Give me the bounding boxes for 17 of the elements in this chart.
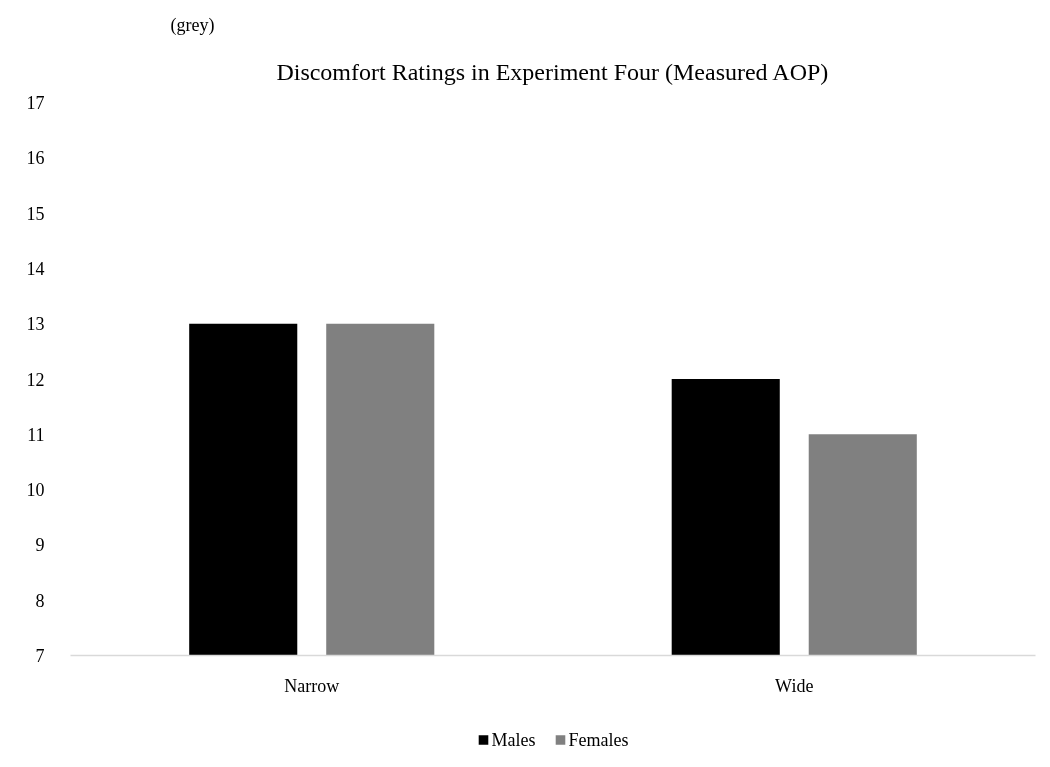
y-tick-label: 15	[26, 203, 45, 224]
legend-label: Females	[568, 729, 629, 750]
y-tick-label: 7	[35, 646, 45, 666]
chart-title: Discomfort Ratings in Experiment Four (Measured AOP)	[276, 58, 829, 85]
x-tick-label: Narrow	[284, 675, 340, 696]
x-tick-label: Wide	[775, 675, 814, 696]
y-tick-label: 13	[26, 314, 45, 335]
y-tick-label: 8	[35, 590, 45, 611]
y-tick-label: 12	[26, 369, 45, 390]
y-tick-label: 17	[26, 93, 45, 113]
y-tick-label: 14	[26, 258, 45, 279]
y-tick-label: 9	[35, 535, 45, 556]
legend-label: Males	[491, 729, 536, 750]
y-tick-label: 11	[27, 424, 45, 445]
y-tick-label: 16	[26, 148, 45, 169]
y-tick-label: 10	[26, 480, 45, 501]
text: (grey)	[170, 14, 215, 36]
